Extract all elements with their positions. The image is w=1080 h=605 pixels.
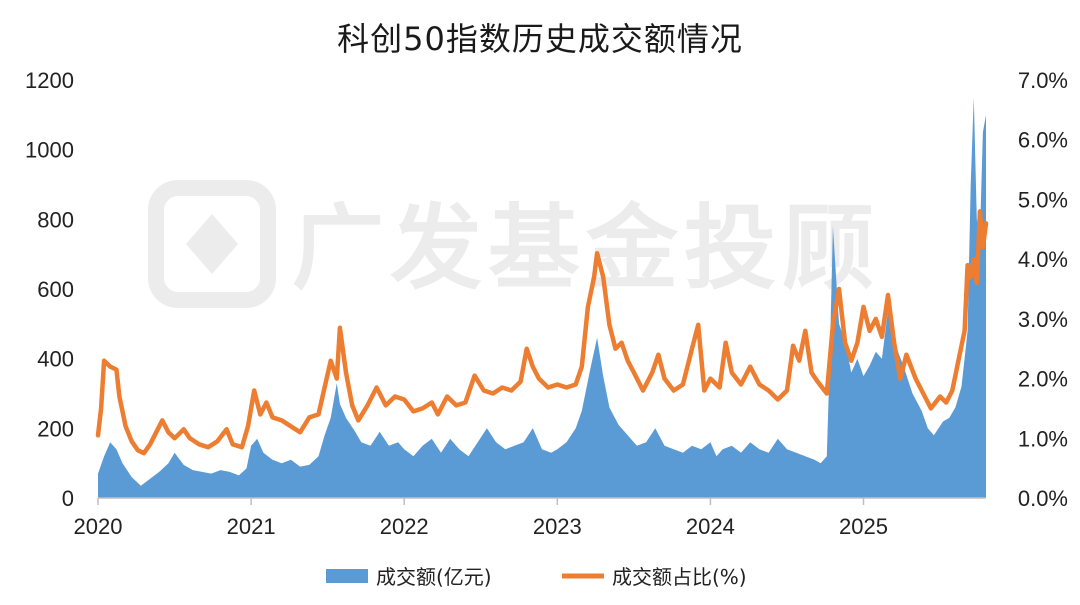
y-right-tick-label: 7.0% bbox=[1018, 68, 1068, 93]
line-layer bbox=[95, 209, 989, 456]
x-tick-label: 2021 bbox=[227, 514, 276, 539]
y-left-tick-label: 800 bbox=[37, 207, 74, 232]
x-tick-label: 2025 bbox=[839, 514, 888, 539]
area-layer bbox=[98, 97, 986, 499]
watermark: 广发基金投顾 bbox=[148, 180, 880, 308]
y-right-tick-label: 0.0% bbox=[1018, 486, 1068, 511]
y-left-tick-label: 0 bbox=[62, 486, 74, 511]
y-left-tick-label: 200 bbox=[37, 416, 74, 441]
y-left-ticks: 0 200 400 600 800 1000 1200 bbox=[25, 68, 74, 511]
y-right-tick-label: 1.0% bbox=[1018, 426, 1068, 451]
legend-label-ratio: 成交额占比(%) bbox=[612, 565, 747, 589]
y-left-tick-label: 1200 bbox=[25, 68, 74, 93]
y-left-tick-label: 1000 bbox=[25, 138, 74, 163]
x-tick-label: 2022 bbox=[380, 514, 429, 539]
legend: 成交额(亿元) 成交额占比(%) bbox=[326, 565, 747, 589]
y-right-tick-label: 2.0% bbox=[1018, 367, 1068, 392]
y-right-tick-label: 4.0% bbox=[1018, 247, 1068, 272]
y-right-tick-label: 5.0% bbox=[1018, 187, 1068, 212]
y-right-tick-label: 3.0% bbox=[1018, 307, 1068, 332]
x-tick-label: 2023 bbox=[533, 514, 582, 539]
y-left-tick-label: 400 bbox=[37, 347, 74, 372]
watermark-text: 广发基金投顾 bbox=[292, 195, 880, 302]
series-volume-area bbox=[98, 97, 986, 499]
x-tick-label: 2024 bbox=[686, 514, 735, 539]
x-ticks: 2020 2021 2022 2023 2024 2025 bbox=[74, 498, 888, 539]
legend-swatch-volume bbox=[326, 569, 368, 583]
legend-label-volume: 成交额(亿元) bbox=[376, 565, 492, 589]
watermark-logo-icon bbox=[148, 180, 276, 308]
x-tick-label: 2020 bbox=[74, 514, 123, 539]
series-ratio-line bbox=[95, 209, 989, 456]
y-left-tick-label: 600 bbox=[37, 277, 74, 302]
y-right-tick-label: 6.0% bbox=[1018, 128, 1068, 153]
chart-title: 科创50指数历史成交额情况 bbox=[337, 20, 743, 58]
y-right-ticks: 0.0% 1.0% 2.0% 3.0% 4.0% 5.0% 6.0% 7.0% bbox=[1018, 68, 1068, 511]
